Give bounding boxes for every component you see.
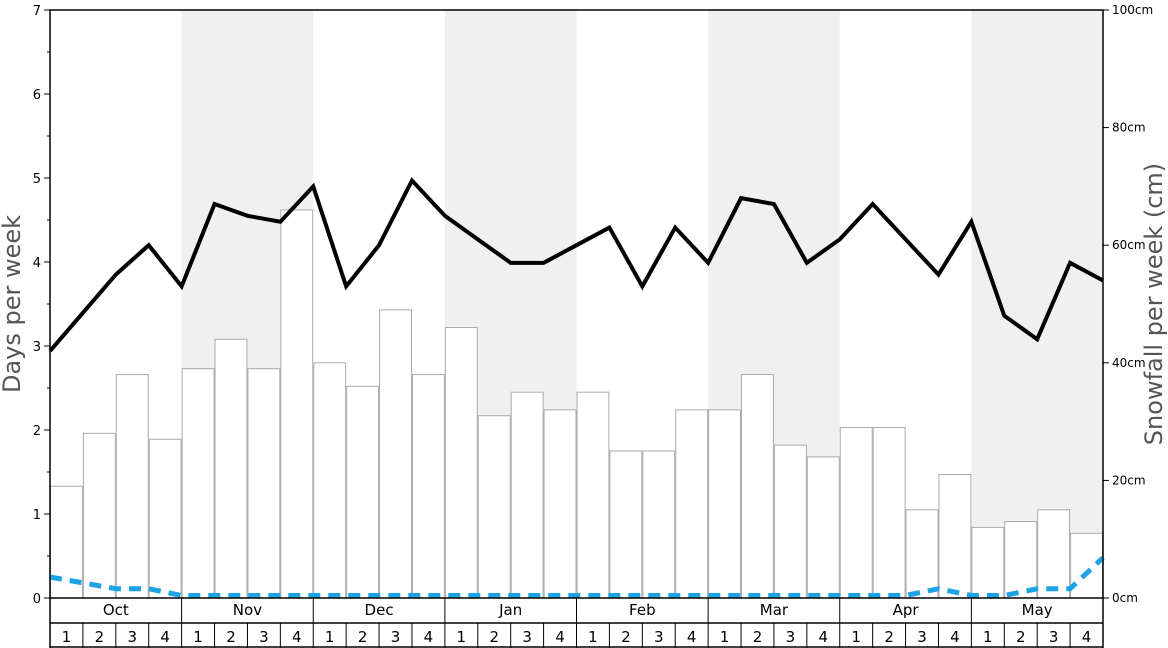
left-tick-label: 4 [33,256,41,271]
axis-labels: 0 1 2 3 4 5 6 7 0cm 20cm 40cm 60cm 80cm 100cm Oct 1 2 3 4 N… [33,3,1153,646]
snowfall-bar [247,368,281,599]
snowfall-bar [806,456,840,599]
week-label: 4 [292,628,302,646]
week-label: 1 [588,628,598,646]
snowfall-bar [872,426,906,599]
snowfall-bar [1004,521,1038,599]
left-tick-label: 0 [33,592,41,607]
snowfall-bar [280,209,314,599]
month-label-may: May [1022,601,1053,619]
snowfall-bar [741,374,774,599]
week-label: 3 [917,628,927,646]
solid-series-line [48,177,1104,353]
snowfall-bar [477,415,511,599]
snowfall-bar [675,409,709,599]
series-lines [48,177,1105,598]
snowfall-bar [313,362,347,599]
snowfall-bar [346,385,380,599]
week-label: 3 [522,628,532,646]
week-label: 3 [786,628,796,646]
month-label-apr: Apr [893,601,920,619]
week-label: 4 [424,628,434,646]
snowfall-bar [642,450,676,599]
week-label: 2 [226,628,236,646]
week-label: 2 [621,628,631,646]
month-label-feb: Feb [629,601,656,619]
week-label: 4 [819,628,829,646]
week-label: 2 [884,628,894,646]
week-label: 1 [193,628,203,646]
week-label: 4 [950,628,960,646]
right-tick-label: 100cm [1112,3,1153,17]
week-label: 2 [95,628,105,646]
week-label: 1 [983,628,993,646]
snowfall-bar [708,409,742,599]
snowfall-bar [905,509,939,599]
week-label: 3 [391,628,401,646]
week-label: 4 [1082,628,1092,646]
snowfall-bar [82,432,116,599]
snowfall-bar [839,426,873,599]
week-label: 3 [127,628,137,646]
snowfall-bar [181,368,215,599]
snowfall-bar [576,391,610,599]
snowfall-bar [379,309,412,599]
left-tick-label: 7 [33,4,41,19]
month-shading [181,10,1103,598]
left-tick-label: 1 [33,508,41,523]
week-label: 1 [457,628,467,646]
snowfall-bar [444,327,478,599]
axes [44,9,1109,648]
week-label: 2 [1016,628,1026,646]
week-label: 3 [259,628,269,646]
snowfall-bar [971,526,1005,599]
left-tick-label: 5 [33,172,41,187]
week-label: 2 [489,628,499,646]
snowfall-bar [411,374,445,599]
right-tick-label: 60cm [1112,238,1146,252]
week-label: 2 [358,628,368,646]
snowfall-bars [50,209,1103,599]
month-label-dec: Dec [365,601,394,619]
right-axis-title: Snowfall per week (cm) [1140,163,1168,445]
snowfall-bar [543,409,577,599]
left-tick-label: 3 [33,340,41,355]
week-label: 3 [654,628,664,646]
snowfall-bar [609,450,643,599]
snowfall-bar [773,444,807,599]
week-label: 3 [1049,628,1059,646]
week-label: 2 [753,628,763,646]
snowfall-bar [115,374,149,599]
left-tick-label: 6 [33,88,41,103]
right-tick-label: 0cm [1112,591,1138,605]
snowfall-bar [510,391,544,599]
month-shade-may [971,10,1103,598]
week-label: 4 [687,628,697,646]
week-label: 1 [62,628,72,646]
snowfall-bar [214,338,248,599]
right-tick-label: 20cm [1112,473,1146,487]
snowfall-bar [1037,509,1071,599]
left-tick-label: 2 [33,424,41,439]
month-label-mar: Mar [760,601,789,619]
month-label-nov: Nov [233,601,262,619]
snowfall-bar [938,474,972,599]
month-label-jan: Jan [498,601,522,619]
week-label: 1 [325,628,335,646]
right-tick-label: 80cm [1112,121,1146,135]
month-label-oct: Oct [103,601,129,619]
right-tick-label: 40cm [1112,356,1146,370]
week-label: 4 [555,628,565,646]
week-label: 1 [851,628,861,646]
snowfall-bar [1070,532,1103,599]
dashed-series-line [49,555,1105,598]
left-axis-title: Days per week [0,215,26,393]
snowfall-bar [148,438,182,599]
week-label: 1 [720,628,730,646]
week-label: 4 [160,628,170,646]
